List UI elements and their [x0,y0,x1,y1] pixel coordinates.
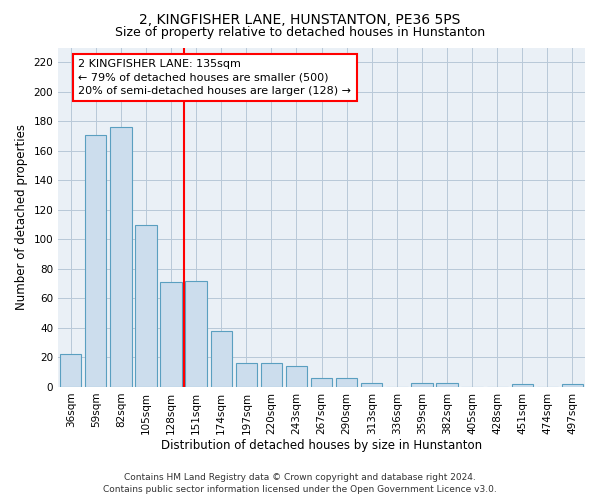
Bar [336,378,358,387]
Bar [311,378,332,387]
Y-axis label: Number of detached properties: Number of detached properties [15,124,28,310]
Bar [562,384,583,387]
Bar [261,364,282,387]
Bar [136,224,157,387]
Bar [436,382,458,387]
X-axis label: Distribution of detached houses by size in Hunstanton: Distribution of detached houses by size … [161,440,482,452]
Text: 2 KINGFISHER LANE: 135sqm
← 79% of detached houses are smaller (500)
20% of semi: 2 KINGFISHER LANE: 135sqm ← 79% of detac… [78,60,351,96]
Bar [185,280,207,387]
Bar [411,382,433,387]
Bar [160,282,182,387]
Bar [361,382,382,387]
Text: 2, KINGFISHER LANE, HUNSTANTON, PE36 5PS: 2, KINGFISHER LANE, HUNSTANTON, PE36 5PS [139,12,461,26]
Bar [211,331,232,387]
Bar [85,134,106,387]
Bar [236,364,257,387]
Bar [512,384,533,387]
Bar [286,366,307,387]
Text: Contains HM Land Registry data © Crown copyright and database right 2024.
Contai: Contains HM Land Registry data © Crown c… [103,472,497,494]
Bar [60,354,82,387]
Bar [110,127,131,387]
Text: Size of property relative to detached houses in Hunstanton: Size of property relative to detached ho… [115,26,485,39]
